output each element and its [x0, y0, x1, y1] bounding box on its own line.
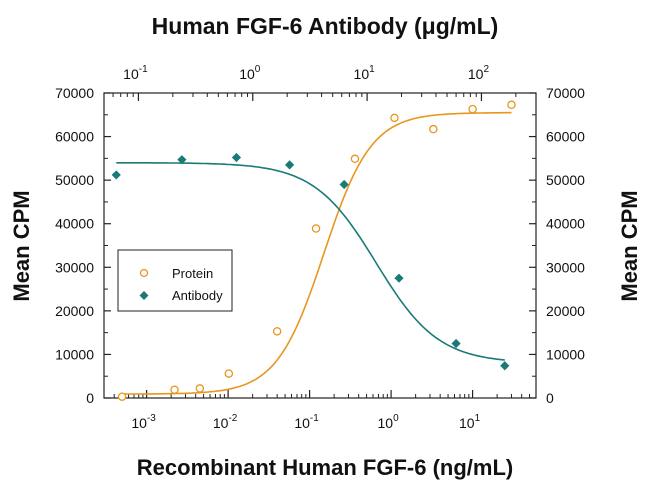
y-tick-label-right: 10000 [546, 346, 585, 362]
x-tick-base: 10 [294, 415, 310, 431]
y-tick-label-left: 70000 [55, 85, 94, 101]
antibody-point [231, 152, 242, 163]
plot-area [103, 92, 537, 399]
protein-point [311, 224, 321, 233]
legend-marker-protein [139, 268, 149, 278]
top-tick-exponent: 0 [255, 64, 261, 75]
x-tick-exponent: -2 [228, 413, 237, 424]
protein-point [195, 384, 205, 393]
y-tick-label-right: 50000 [546, 172, 585, 188]
data-points [111, 100, 516, 401]
top-tick-exponent: -1 [139, 64, 148, 75]
y-axis-label-right: Mean CPM [617, 190, 642, 301]
antibody-point [500, 361, 510, 371]
right-axis-ticks: 0 10000 20000 30000 40000 50000 60000 70000 [529, 85, 585, 406]
top-axis-ticks: 10-1 100 101 102 [112, 64, 517, 101]
antibody-point [177, 155, 187, 165]
protein-point [507, 100, 516, 110]
protein-point [224, 369, 234, 378]
x-tick-label: 100 [378, 413, 400, 431]
legend-marker-antibody [139, 291, 149, 300]
top-tick-exponent: 2 [483, 64, 489, 75]
bottom-axis-ticks: 10-3 10-2 10-1 100 101 [103, 390, 531, 431]
plot-frame [103, 92, 537, 399]
top-tick-exponent: 1 [369, 64, 375, 75]
y-tick-label-right: 0 [546, 390, 554, 406]
antibody-point [285, 160, 295, 170]
y-tick-label-left: 10000 [55, 346, 94, 362]
left-axis-ticks: 0 10000 20000 30000 40000 50000 60000 70000 [55, 85, 111, 406]
x-tick-label: 10-3 [131, 413, 156, 431]
legend-label-antibody: Antibody [172, 288, 223, 303]
top-tick-label: 100 [239, 64, 261, 82]
x-tick-exponent: -1 [310, 413, 319, 424]
x-axis-label: Recombinant Human FGF-6 (ng/mL) [137, 455, 513, 480]
legend-box [117, 249, 233, 312]
y-tick-label-right: 70000 [546, 85, 585, 101]
x-tick-base: 10 [213, 415, 229, 431]
top-tick-base: 10 [123, 66, 139, 82]
y-tick-label-right: 30000 [546, 259, 585, 275]
protein-point [468, 104, 477, 114]
protein-point [170, 385, 179, 394]
x-tick-base: 10 [378, 415, 394, 431]
top-tick-label: 101 [354, 64, 376, 82]
x-tick-exponent: 0 [393, 413, 399, 424]
antibody-point [339, 179, 349, 190]
protein-point [350, 154, 360, 164]
top-tick-base: 10 [468, 66, 484, 82]
y-tick-label-left: 0 [86, 390, 94, 406]
antibody-point [394, 273, 404, 283]
antibody-point [451, 338, 461, 349]
y-tick-label-left: 60000 [55, 129, 94, 145]
y-tick-label-left: 20000 [55, 303, 94, 319]
legend-label-protein: Protein [172, 266, 213, 281]
y-tick-label-left: 40000 [55, 216, 94, 232]
y-tick-label-left: 30000 [55, 259, 94, 275]
x-tick-exponent: 1 [475, 413, 481, 424]
x-tick-exponent: -3 [147, 413, 156, 424]
y-tick-label-left: 50000 [55, 172, 94, 188]
antibody-point [111, 170, 121, 180]
y-tick-label-right: 60000 [546, 129, 585, 145]
legend: Protein Antibody [117, 249, 233, 312]
protein-fit-curve [122, 111, 512, 395]
chart-title: Human FGF-6 Antibody (μg/mL) [152, 13, 499, 39]
protein-point [429, 124, 438, 134]
protein-point [117, 392, 127, 401]
x-tick-label: 10-1 [294, 413, 319, 431]
protein-point [272, 327, 282, 336]
top-tick-label: 102 [468, 64, 490, 82]
top-tick-base: 10 [354, 66, 370, 82]
x-tick-label: 101 [459, 413, 481, 431]
x-tick-base: 10 [459, 415, 475, 431]
x-tick-label: 10-2 [213, 413, 238, 431]
top-tick-base: 10 [239, 66, 255, 82]
x-tick-base: 10 [131, 415, 147, 431]
y-tick-label-right: 40000 [546, 216, 585, 232]
protein-point [390, 113, 399, 123]
top-tick-label: 10-1 [123, 64, 148, 82]
y-tick-label-right: 20000 [546, 303, 585, 319]
y-axis-label-left: Mean CPM [9, 190, 34, 301]
